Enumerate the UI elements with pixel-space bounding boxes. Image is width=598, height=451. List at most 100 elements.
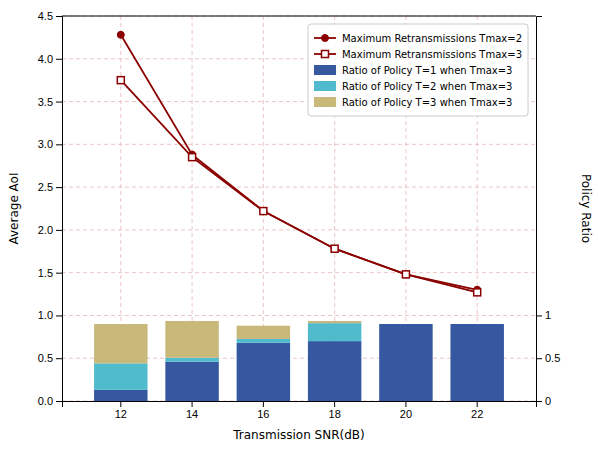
marker	[260, 208, 267, 215]
legend-item: Maximum Retransmissions Tmax=2	[314, 33, 522, 44]
legend-swatch	[314, 81, 336, 91]
tick-label: 0.5	[38, 352, 53, 364]
grid-line	[62, 144, 536, 145]
tick: 0.5	[38, 352, 62, 364]
tick-label: 16	[257, 408, 269, 420]
legend-marker	[321, 35, 328, 42]
tick-mark	[405, 401, 406, 407]
tick-mark	[334, 401, 335, 407]
bar	[237, 326, 290, 339]
bar	[237, 343, 290, 401]
tick-label: 3.0	[38, 138, 53, 150]
tick-mark	[263, 401, 264, 407]
chart: 12 14 16 18 20 22 0.0 0.5 1.0 1.5 2.0 2.5 3.0 3.5 4.0 4…	[0, 0, 598, 451]
legend-marker	[321, 51, 328, 58]
legend-label: Ratio of Policy T=3 when Tmax=3	[342, 97, 512, 108]
tick: 2.5	[38, 181, 62, 193]
tick-mark	[56, 187, 62, 188]
tick: 1.0	[38, 309, 62, 321]
axis-domain	[537, 17, 543, 402]
tick-label: 12	[115, 408, 127, 420]
tick: 20	[400, 401, 412, 420]
y2-axis: 00.51	[536, 17, 560, 408]
x-axis-title: Transmission SNR(dB)	[232, 428, 364, 442]
legend-label: Maximum Retransmissions Tmax=3	[342, 49, 522, 60]
x-axis: 12 14 16 18 20 22	[63, 401, 537, 420]
bar	[379, 324, 432, 325]
bar	[450, 324, 503, 325]
legend-swatch	[314, 97, 336, 107]
legend: Maximum Retransmissions Tmax=2 Maximum Re…	[308, 24, 528, 116]
plot: 12 14 16 18 20 22 0.0 0.5 1.0 1.5 2.0 2.5 3.0 3.5 4.0 4…	[38, 10, 561, 420]
tick: 1	[536, 309, 551, 321]
tick-mark	[56, 315, 62, 316]
marker	[117, 31, 124, 38]
marker	[474, 289, 481, 296]
tick-mark	[56, 273, 62, 274]
tick: 1.5	[38, 267, 62, 279]
marker	[189, 154, 196, 161]
tick: 18	[329, 401, 341, 420]
tick-label: 4.5	[38, 10, 53, 22]
tick: 3.5	[38, 96, 62, 108]
tick: 0	[536, 395, 551, 407]
bar	[165, 358, 218, 362]
bar-series	[94, 324, 504, 401]
tick-label: 0.0	[38, 395, 53, 407]
legend-label: Maximum Retransmissions Tmax=2	[342, 33, 522, 44]
tick-label: 2.5	[38, 181, 53, 193]
legend-label: Ratio of Policy T=2 when Tmax=3	[342, 81, 512, 92]
tick-mark	[56, 144, 62, 145]
tick-mark	[56, 230, 62, 231]
marker	[331, 245, 338, 252]
tick-label: 1.5	[38, 267, 53, 279]
tick-label: 20	[400, 408, 412, 420]
tick-label: 3.5	[38, 96, 53, 108]
tick: 14	[186, 401, 198, 420]
tick: 0.5	[536, 352, 560, 364]
bar	[308, 321, 361, 323]
marker	[402, 271, 409, 278]
tick-label: 4.0	[38, 53, 53, 65]
tick: 3.0	[38, 138, 62, 150]
tick-label: 0	[545, 395, 551, 407]
bar-series	[94, 323, 361, 390]
axis-domain	[56, 17, 63, 402]
legend-item: Ratio of Policy T=1 when Tmax=3	[314, 65, 512, 76]
bar	[308, 341, 361, 401]
tick-mark	[56, 401, 62, 402]
tick-mark	[56, 102, 62, 103]
legend-label: Ratio of Policy T=1 when Tmax=3	[342, 65, 512, 76]
tick-label: 22	[471, 408, 483, 420]
grid-line	[62, 16, 536, 17]
tick-label: 14	[186, 408, 198, 420]
marker	[117, 77, 124, 84]
y2-axis-title: Policy Ratio	[579, 174, 593, 243]
tick-label: 2.0	[38, 224, 53, 236]
tick-label: 18	[329, 408, 341, 420]
bar	[165, 321, 218, 358]
tick-mark	[56, 358, 62, 359]
tick-mark	[536, 401, 542, 402]
marker	[260, 208, 267, 215]
marker	[331, 245, 338, 252]
marker	[402, 271, 409, 278]
bar	[94, 363, 147, 390]
tick: 2.0	[38, 224, 62, 236]
grid-line	[62, 315, 536, 316]
axis-domain	[63, 402, 537, 408]
y-axis-title: Average AoI	[7, 173, 21, 245]
tick: 22	[471, 401, 483, 420]
tick-mark	[192, 401, 193, 407]
y-axis: 0.0 0.5 1.0 1.5 2.0 2.5 3.0 3.5 4.0 4.5	[38, 10, 63, 407]
bar	[308, 323, 361, 341]
tick: 4.0	[38, 53, 62, 65]
tick-mark	[120, 401, 121, 407]
bar	[237, 339, 290, 343]
bar-series	[94, 321, 361, 363]
legend-box	[308, 24, 528, 116]
tick: 16	[257, 401, 269, 420]
bar	[379, 324, 432, 325]
tick-mark	[56, 16, 62, 17]
bar	[165, 362, 218, 401]
